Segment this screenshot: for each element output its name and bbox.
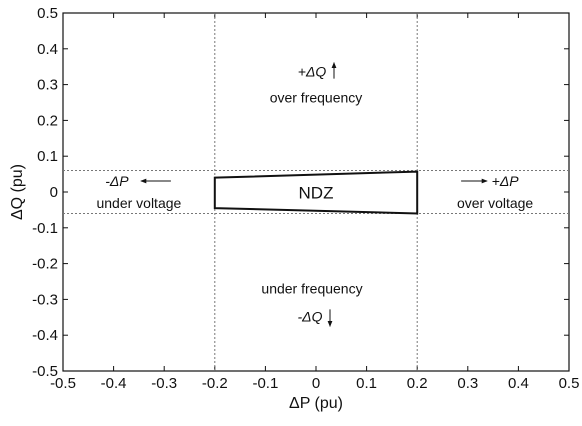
left-arrow-label: -ΔP (105, 173, 129, 189)
lower-text: under frequency (261, 280, 362, 296)
lower-arrow-label: -ΔQ (298, 308, 323, 324)
y-axis-label: ΔQ (pu) (9, 164, 26, 220)
y-tick-label: -0.2 (32, 256, 58, 273)
x-tick-label: 0.3 (457, 375, 478, 392)
y-tick-label: 0.1 (37, 148, 58, 165)
y-tick-label: 0 (50, 184, 58, 201)
x-tick-label: 0.4 (508, 375, 529, 392)
x-tick-label: -0.3 (151, 375, 177, 392)
x-tick-label: 0.2 (407, 375, 428, 392)
y-tick-label: -0.1 (32, 220, 58, 237)
x-axis-label: ΔP (pu) (289, 395, 343, 412)
right-text: over voltage (457, 195, 533, 211)
ndz-label: NDZ (299, 184, 334, 203)
x-tick-label: -0.5 (50, 375, 76, 392)
upper-arrow-label: +ΔQ (298, 64, 327, 80)
y-tick-label: 0.3 (37, 77, 58, 94)
x-tick-label: 0 (312, 375, 320, 392)
y-tick-label: -0.5 (32, 363, 58, 380)
upper-text: over frequency (270, 90, 363, 106)
right-arrow-label: +ΔP (492, 173, 520, 189)
ndz-region (213, 170, 419, 215)
y-tick-label: -0.4 (32, 327, 58, 344)
y-tick-label: -0.3 (32, 291, 58, 308)
x-tick-label: -0.2 (202, 375, 228, 392)
x-tick-label: -0.4 (101, 375, 127, 392)
y-tick-label: 0.4 (37, 41, 58, 58)
y-tick-label: 0.2 (37, 112, 58, 129)
x-tick-label: -0.1 (252, 375, 278, 392)
x-tick-label: 0.1 (356, 375, 377, 392)
x-tick-label: 0.5 (559, 375, 580, 392)
left-text: under voltage (96, 195, 181, 211)
y-tick-label: 0.5 (37, 5, 58, 22)
